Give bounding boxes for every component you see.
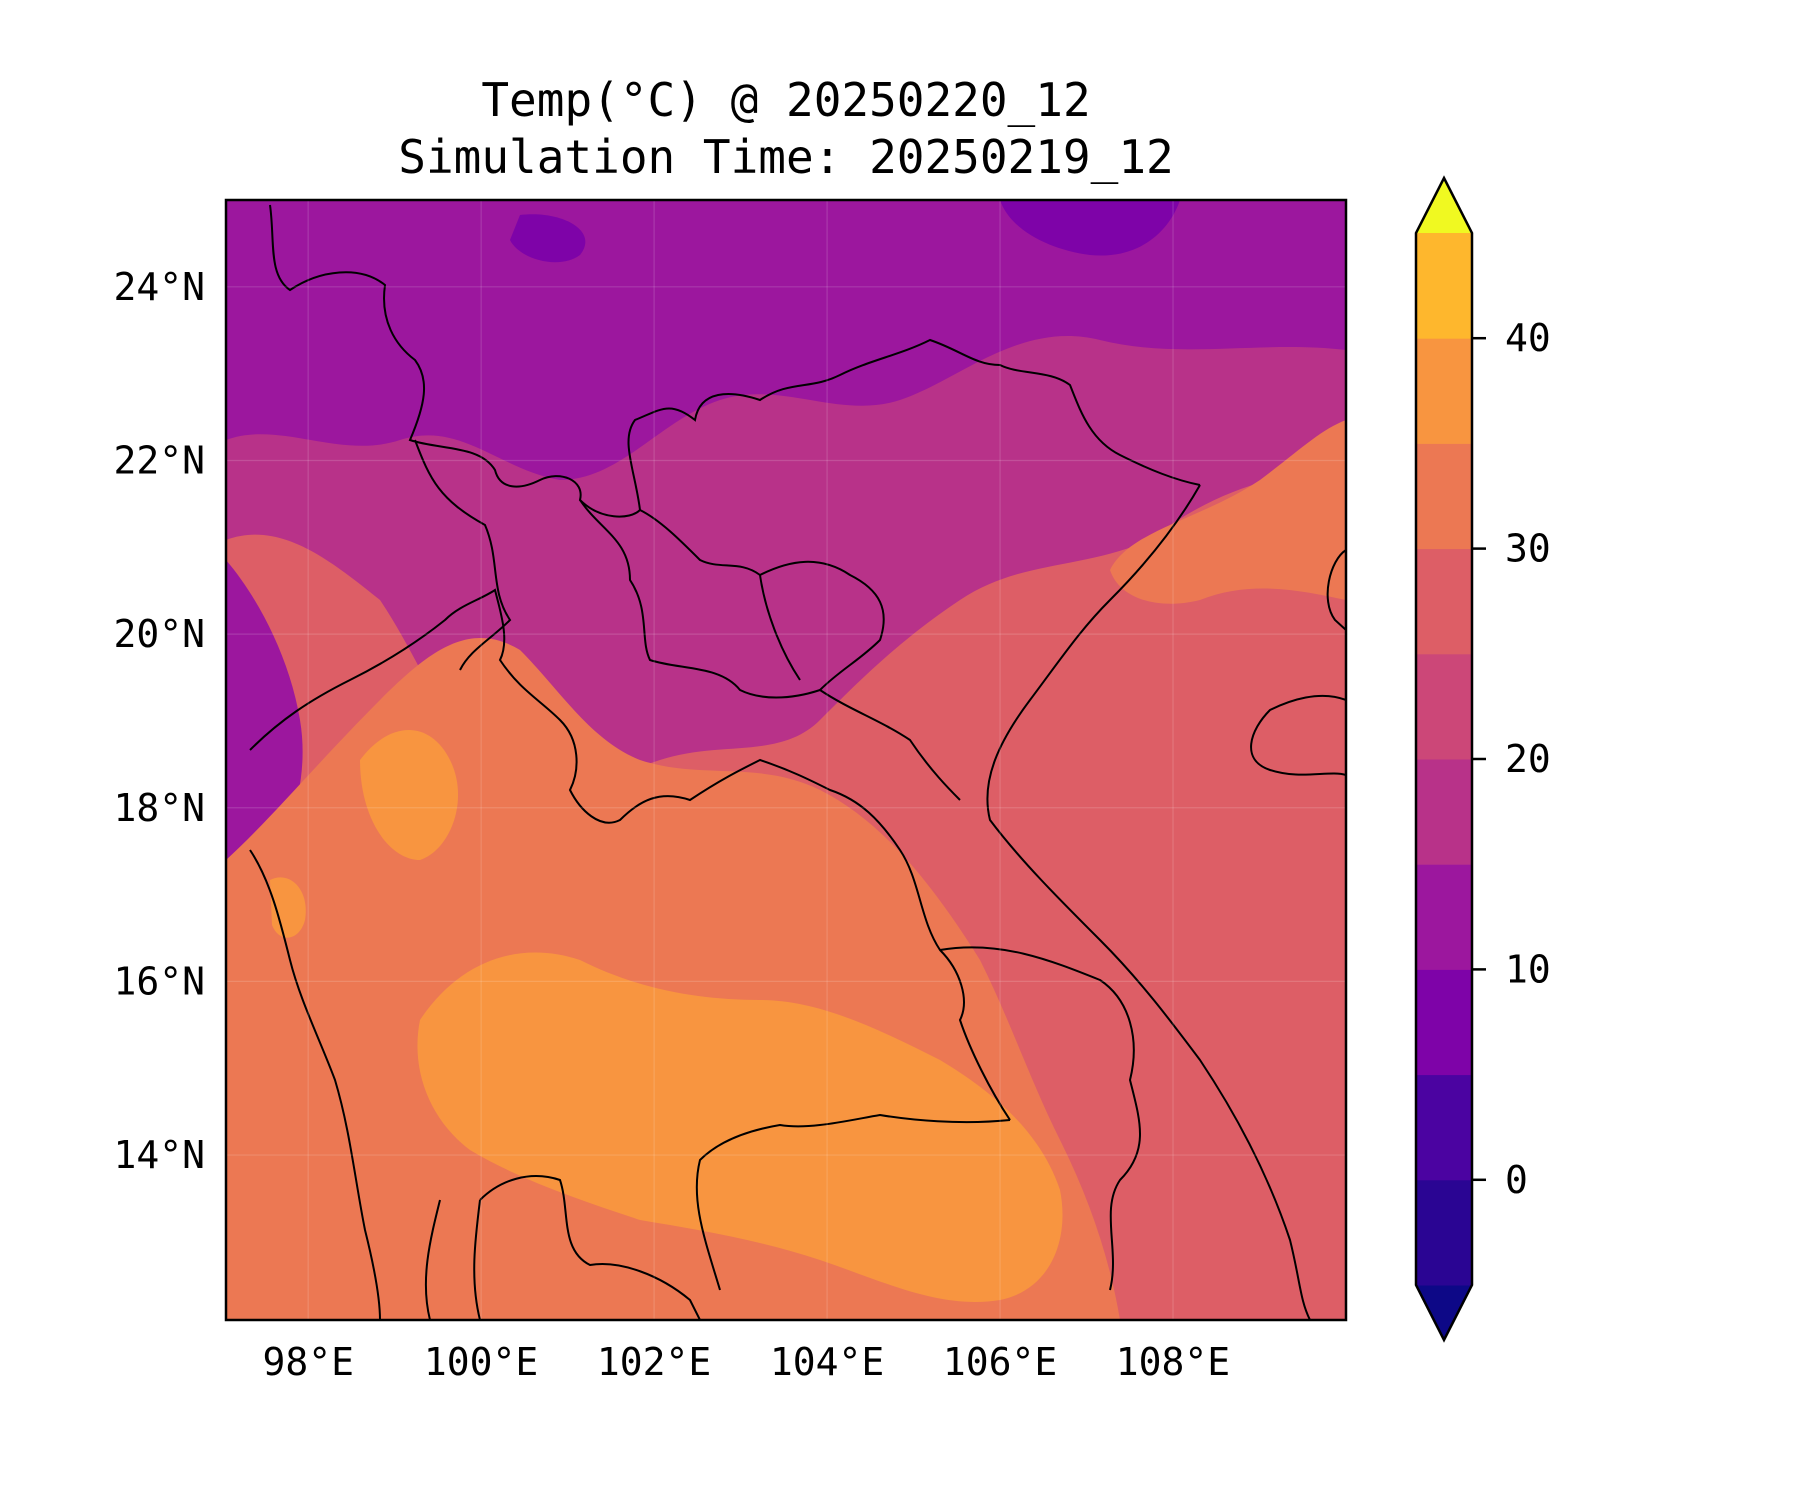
lat-tick-label: 24°N bbox=[113, 265, 205, 309]
colorbar-segment bbox=[1416, 338, 1472, 444]
colorbar-extend-min bbox=[1416, 1285, 1472, 1340]
colorbar-tick-label: 30 bbox=[1505, 527, 1551, 571]
colorbar-tick-label: 0 bbox=[1505, 1158, 1528, 1202]
map-frame bbox=[224, 198, 1348, 1322]
lon-tick-label: 104°E bbox=[770, 1340, 884, 1384]
colorbar-tick-label: 40 bbox=[1505, 316, 1551, 360]
colorbar-tick-label: 10 bbox=[1505, 947, 1551, 991]
colorbar-segment bbox=[1416, 864, 1472, 970]
lon-tick-label: 100°E bbox=[424, 1340, 538, 1384]
lat-tick-label: 22°N bbox=[113, 439, 205, 483]
lon-tick-label: 102°E bbox=[597, 1340, 711, 1384]
colorbar-tick-label: 20 bbox=[1505, 737, 1551, 781]
colorbar-outline bbox=[1414, 175, 1474, 1343]
colorbar-segment bbox=[1416, 653, 1472, 760]
colorbar-segment bbox=[1416, 969, 1472, 1076]
temperature-band-25-30-gulf bbox=[1110, 420, 1346, 604]
lon-tick-label: 98°E bbox=[262, 1340, 354, 1384]
temperature-band-30-35-north bbox=[360, 730, 459, 860]
country-borders bbox=[249, 204, 1346, 1320]
temperature-band-0-5 bbox=[1000, 200, 1180, 256]
temperature-band-0-5b bbox=[510, 214, 586, 263]
colorbar-segment bbox=[1416, 233, 1472, 339]
colorbar-segment bbox=[1416, 759, 1472, 865]
colorbar-extend-max bbox=[1416, 178, 1472, 233]
lon-tick-labels: 98°E 100°E 102°E 104°E 106°E 108°E bbox=[262, 1340, 1230, 1384]
lat-tick-label: 14°N bbox=[113, 1133, 205, 1177]
colorbar-segment bbox=[1416, 548, 1472, 655]
temperature-band-30-35-west bbox=[270, 877, 306, 938]
lat-tick-label: 20°N bbox=[113, 612, 205, 656]
colorbar bbox=[1414, 175, 1486, 1343]
temperature-band-30-35 bbox=[417, 952, 1063, 1302]
map-title-line2: Simulation Time: 20250219_12 bbox=[398, 130, 1173, 184]
colorbar-segment bbox=[1416, 443, 1472, 550]
temperature-band-5-10 bbox=[226, 200, 1346, 480]
colorbar-tick-labels: 0 10 20 30 40 bbox=[1505, 316, 1551, 1202]
graticule bbox=[226, 200, 1346, 1320]
lat-tick-labels: 24°N 22°N 20°N 18°N 16°N 14°N bbox=[113, 265, 205, 1177]
colorbar-segment bbox=[1416, 1179, 1472, 1286]
lon-tick-label: 108°E bbox=[1116, 1340, 1230, 1384]
map-title-line1: Temp(°C) @ 20250220_12 bbox=[481, 73, 1090, 127]
lon-tick-label: 106°E bbox=[943, 1340, 1057, 1384]
lat-tick-label: 18°N bbox=[113, 786, 205, 830]
map-panel bbox=[226, 200, 1346, 1320]
colorbar-segment bbox=[1416, 1074, 1472, 1181]
lat-tick-label: 16°N bbox=[113, 959, 205, 1003]
